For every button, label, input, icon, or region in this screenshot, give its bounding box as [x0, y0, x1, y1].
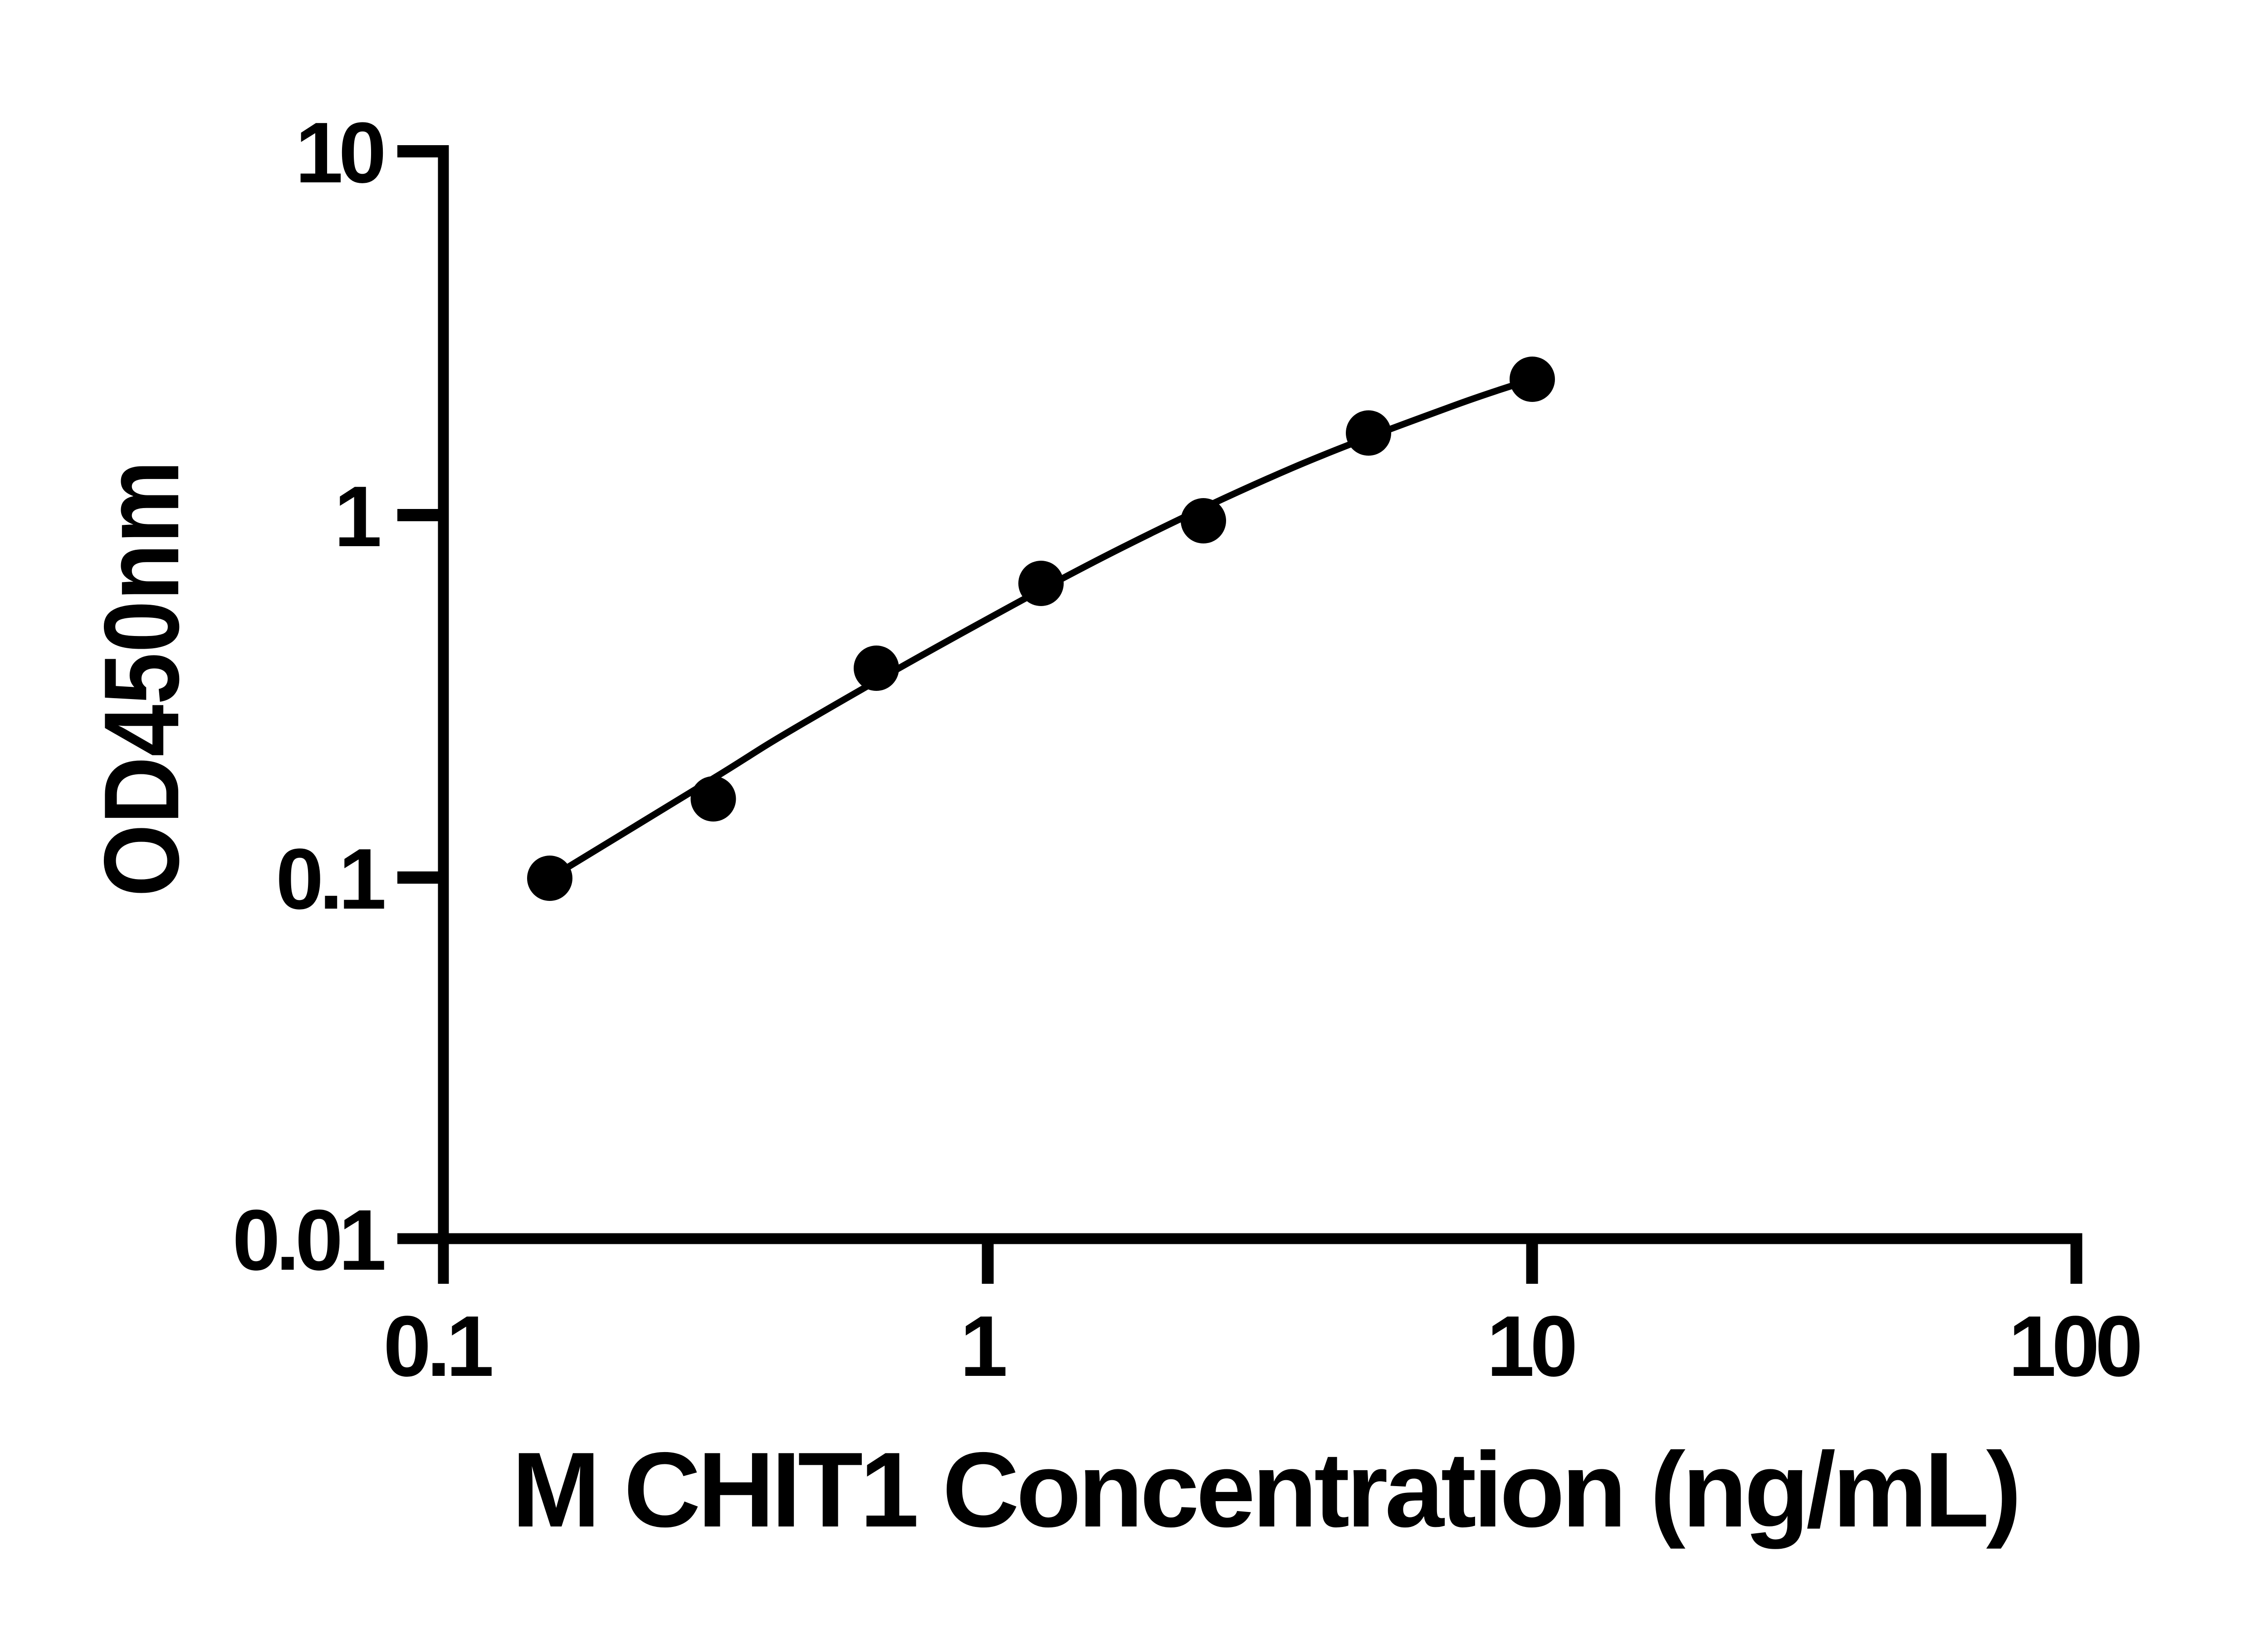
svg-text:0.1: 0.1 — [276, 831, 384, 927]
svg-text:1: 1 — [960, 1298, 1008, 1394]
svg-text:10: 10 — [1486, 1298, 1574, 1394]
svg-text:M CHIT1 Concentration (ng/mL): M CHIT1 Concentration (ng/mL) — [512, 1430, 2019, 1549]
svg-text:10: 10 — [295, 105, 383, 201]
svg-text:100: 100 — [2008, 1298, 2139, 1394]
svg-text:OD450nm: OD450nm — [82, 460, 201, 897]
svg-text:0.1: 0.1 — [383, 1298, 492, 1394]
svg-text:1: 1 — [334, 469, 382, 565]
svg-text:0.01: 0.01 — [232, 1192, 384, 1288]
